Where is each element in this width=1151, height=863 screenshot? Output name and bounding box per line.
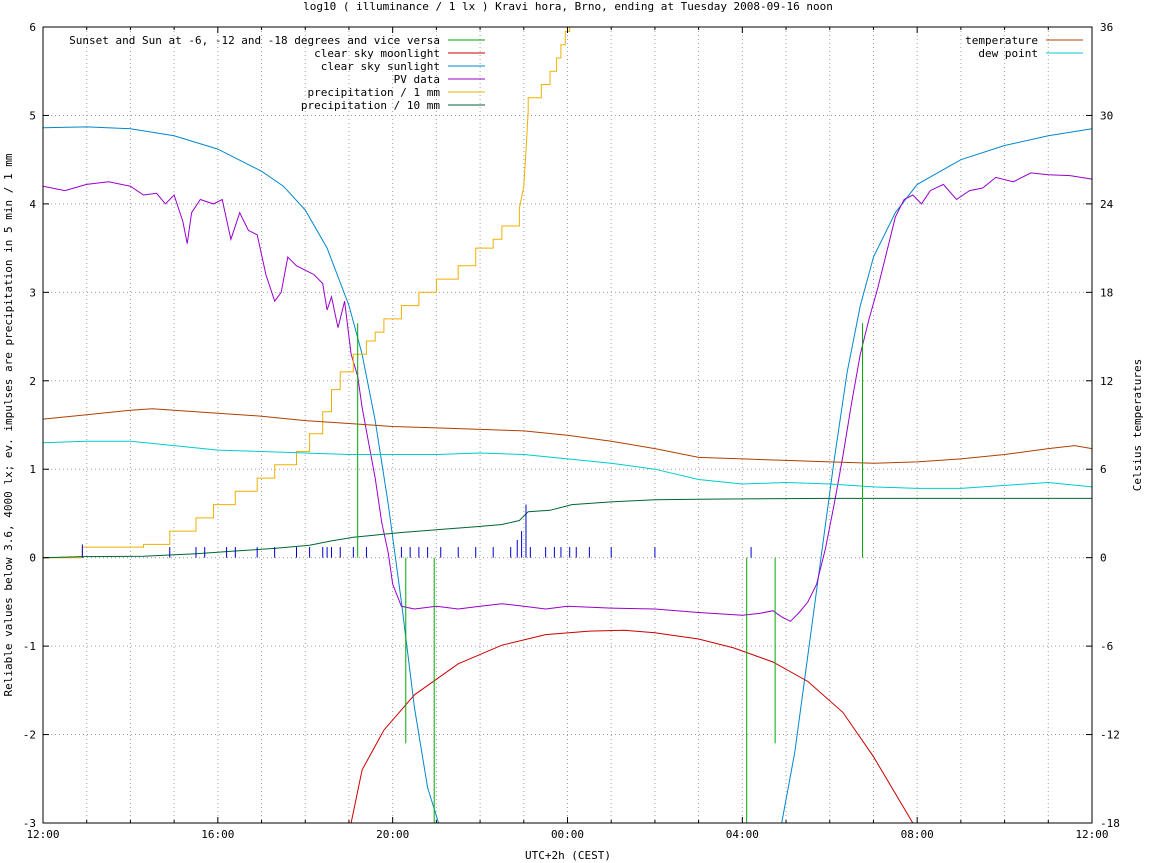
legend-label: precipitation / 1 mm xyxy=(308,86,441,99)
y2-tick-label: 0 xyxy=(1100,552,1107,565)
series-clear-sky-moonlight xyxy=(350,629,914,824)
legend-label: clear sky sunlight xyxy=(321,60,440,73)
x-tick-label: 12:00 xyxy=(26,828,59,841)
chart-title: log10 ( illuminance / 1 lx ) Kravi hora,… xyxy=(303,0,833,13)
series-clear-sky-sunlight xyxy=(42,126,1093,824)
y-tick-label: 2 xyxy=(29,375,36,388)
y-tick-label: 1 xyxy=(29,463,36,476)
y2-tick-label: -6 xyxy=(1100,640,1113,653)
x-tick-label: 00:00 xyxy=(551,828,584,841)
y2-tick-label: -18 xyxy=(1100,817,1120,830)
y-tick-label: -2 xyxy=(23,729,36,742)
y2-tick-label: 36 xyxy=(1100,21,1113,34)
y2-axis-label: Celsius temperatures xyxy=(1131,359,1144,491)
axes: 12:00 16:00 20:00 00:00 04:00 08:00 12:00-3-2-… xyxy=(23,21,1120,841)
legend-label: PV data xyxy=(394,73,440,86)
y2-tick-label: 18 xyxy=(1100,286,1113,299)
legend-label: Sunset and Sun at -6, -12 and -18 degree… xyxy=(69,34,440,47)
y-tick-label: 4 xyxy=(29,198,36,211)
y2-tick-label: 6 xyxy=(1100,463,1107,476)
legend-label: clear sky moonlight xyxy=(314,47,440,60)
legends: Sunset and Sun at -6, -12 and -18 degree… xyxy=(69,34,1083,112)
y2-tick-label: 12 xyxy=(1100,375,1113,388)
y-tick-label: 6 xyxy=(29,21,36,34)
legend-label: precipitation / 10 mm xyxy=(301,99,440,112)
series-precipitation-1-mm xyxy=(43,26,577,559)
legend-label: temperature xyxy=(965,34,1038,47)
plot-area xyxy=(42,26,1093,824)
x-tick-label: 08:00 xyxy=(901,828,934,841)
y-axis-label: Reliable values below 3.6, 4000 lx; ev. … xyxy=(2,153,15,696)
grid xyxy=(43,27,1092,823)
y-tick-label: 3 xyxy=(29,286,36,299)
y-tick-label: 0 xyxy=(29,552,36,565)
y-tick-label: -1 xyxy=(23,640,36,653)
y2-tick-label: -12 xyxy=(1100,729,1120,742)
x-tick-label: 16:00 xyxy=(201,828,234,841)
legend-label: dew point xyxy=(978,47,1038,60)
series-temperature xyxy=(42,408,1093,464)
x-tick-label: 04:00 xyxy=(726,828,759,841)
x-tick-label: 20:00 xyxy=(376,828,409,841)
y-tick-label: 5 xyxy=(29,109,36,122)
x-axis-label: UTC+2h (CEST) xyxy=(525,849,611,862)
y-tick-label: -3 xyxy=(23,817,36,830)
x-tick-label: 12:00 xyxy=(1075,828,1108,841)
series-dew-point xyxy=(42,440,1093,489)
y2-tick-label: 24 xyxy=(1100,198,1114,211)
series-pv-data xyxy=(42,172,1093,622)
y2-tick-label: 30 xyxy=(1100,109,1113,122)
